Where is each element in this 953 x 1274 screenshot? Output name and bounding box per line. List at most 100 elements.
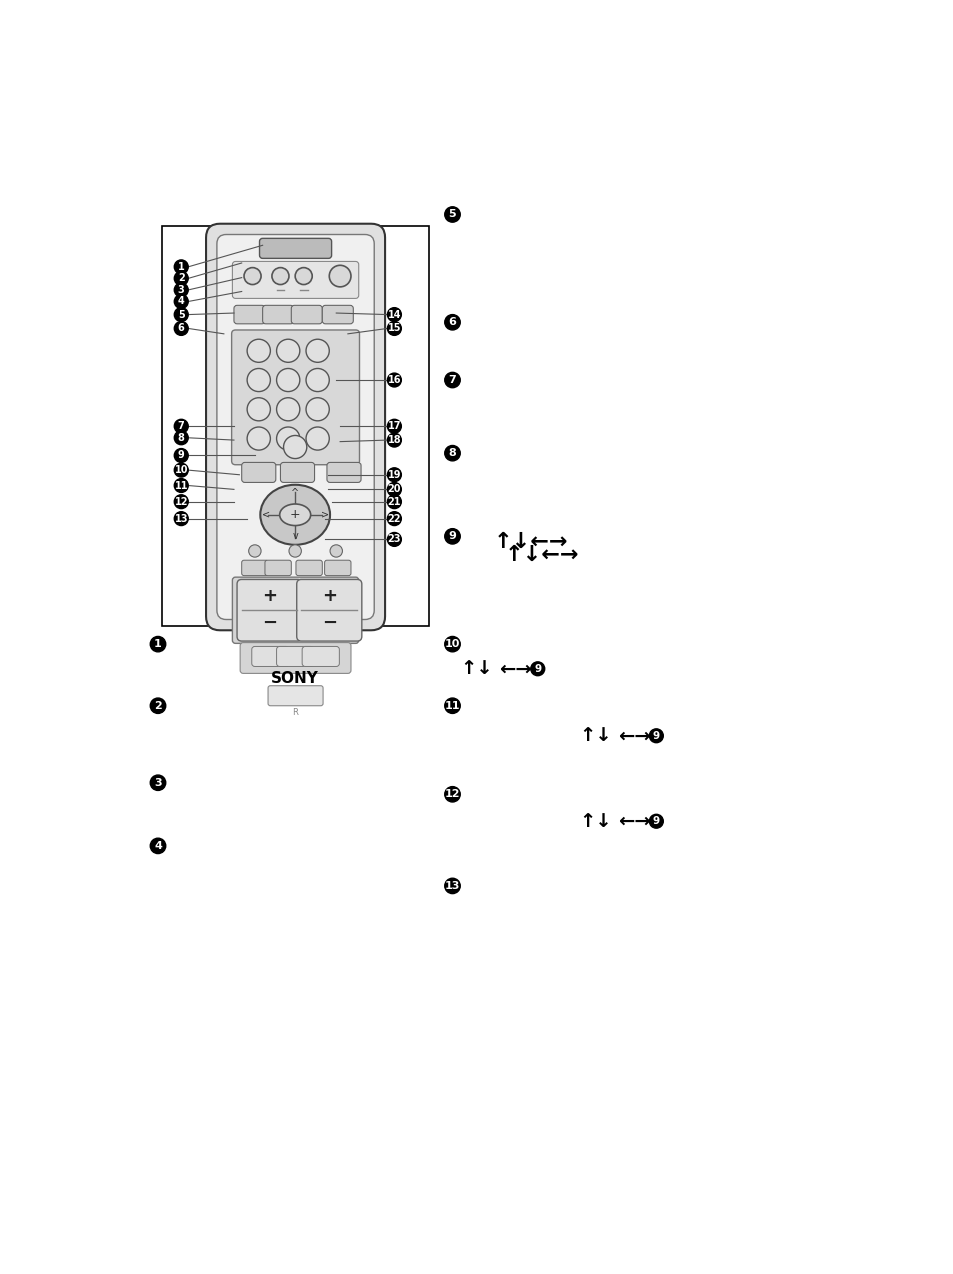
Text: 9: 9 [652, 731, 659, 740]
Circle shape [330, 545, 342, 557]
Circle shape [174, 321, 188, 335]
Text: −: − [321, 614, 336, 632]
Text: ←→: ←→ [617, 726, 650, 745]
Circle shape [174, 494, 188, 508]
Text: 12: 12 [174, 497, 188, 507]
Circle shape [444, 446, 459, 461]
Text: 8: 8 [177, 433, 185, 443]
Circle shape [387, 321, 401, 335]
Circle shape [174, 294, 188, 308]
FancyBboxPatch shape [265, 561, 291, 576]
FancyBboxPatch shape [291, 306, 322, 324]
Text: 9: 9 [534, 664, 540, 674]
FancyBboxPatch shape [268, 685, 323, 706]
Circle shape [444, 315, 459, 330]
FancyBboxPatch shape [241, 462, 275, 483]
Text: 11: 11 [174, 480, 188, 490]
FancyBboxPatch shape [322, 306, 353, 324]
Circle shape [174, 512, 188, 526]
Text: 13: 13 [174, 513, 188, 524]
Text: >: > [320, 510, 329, 520]
Circle shape [174, 271, 188, 285]
FancyBboxPatch shape [236, 580, 302, 641]
FancyBboxPatch shape [262, 306, 294, 324]
Circle shape [247, 397, 270, 420]
Circle shape [387, 494, 401, 508]
Circle shape [249, 545, 261, 557]
Circle shape [174, 307, 188, 321]
Circle shape [150, 637, 166, 652]
FancyBboxPatch shape [280, 462, 314, 483]
Circle shape [247, 427, 270, 450]
Circle shape [244, 268, 261, 284]
Text: 9: 9 [177, 451, 185, 460]
Circle shape [649, 729, 662, 743]
Ellipse shape [260, 484, 330, 545]
Circle shape [276, 427, 299, 450]
Text: 10: 10 [174, 465, 188, 475]
FancyBboxPatch shape [233, 306, 265, 324]
Text: 19: 19 [387, 470, 400, 480]
Circle shape [306, 427, 329, 450]
Text: 2: 2 [154, 701, 162, 711]
FancyBboxPatch shape [240, 642, 351, 674]
Circle shape [387, 373, 401, 387]
Text: 1: 1 [154, 640, 162, 650]
Circle shape [387, 307, 401, 321]
Text: 11: 11 [444, 701, 459, 711]
Text: 13: 13 [444, 880, 459, 891]
Circle shape [294, 268, 312, 284]
Circle shape [276, 368, 299, 391]
Text: 2: 2 [177, 274, 185, 283]
Circle shape [444, 206, 459, 222]
Text: v: v [292, 531, 297, 541]
Circle shape [387, 419, 401, 433]
Text: R: R [292, 708, 297, 717]
Text: 9: 9 [652, 817, 659, 827]
Circle shape [247, 368, 270, 391]
Text: −: − [262, 614, 277, 632]
Circle shape [387, 512, 401, 526]
Circle shape [387, 483, 401, 497]
Text: ↑↓: ↑↓ [459, 659, 493, 678]
Text: 23: 23 [387, 534, 400, 544]
FancyBboxPatch shape [233, 261, 358, 298]
Text: 7: 7 [448, 375, 456, 385]
FancyBboxPatch shape [241, 561, 268, 576]
FancyBboxPatch shape [296, 580, 361, 641]
Text: 3: 3 [177, 285, 185, 296]
Circle shape [649, 814, 662, 828]
Text: 17: 17 [387, 422, 400, 431]
FancyBboxPatch shape [216, 234, 374, 619]
Circle shape [306, 368, 329, 391]
Text: 1: 1 [177, 262, 185, 271]
Text: ^: ^ [291, 488, 299, 498]
Circle shape [174, 419, 188, 433]
FancyBboxPatch shape [276, 646, 314, 666]
FancyBboxPatch shape [324, 561, 351, 576]
FancyBboxPatch shape [295, 561, 322, 576]
FancyBboxPatch shape [206, 224, 385, 631]
Text: SONY: SONY [271, 671, 318, 687]
Circle shape [444, 372, 459, 387]
Text: ←→: ←→ [617, 812, 650, 831]
Text: ←→: ←→ [498, 659, 531, 678]
Text: 21: 21 [387, 497, 400, 507]
Text: ↑↓←→: ↑↓←→ [505, 545, 579, 564]
Circle shape [306, 397, 329, 420]
Circle shape [272, 268, 289, 284]
Circle shape [276, 339, 299, 362]
Text: 9: 9 [448, 531, 456, 541]
Text: 8: 8 [448, 448, 456, 459]
Text: 7: 7 [177, 422, 185, 431]
Circle shape [444, 878, 459, 893]
Ellipse shape [279, 505, 311, 526]
Text: 22: 22 [387, 513, 400, 524]
Circle shape [174, 479, 188, 493]
FancyBboxPatch shape [233, 577, 358, 643]
FancyBboxPatch shape [232, 330, 359, 465]
Text: 16: 16 [387, 375, 400, 385]
Circle shape [150, 775, 166, 790]
Text: 6: 6 [448, 317, 456, 327]
Text: 4: 4 [153, 841, 162, 851]
